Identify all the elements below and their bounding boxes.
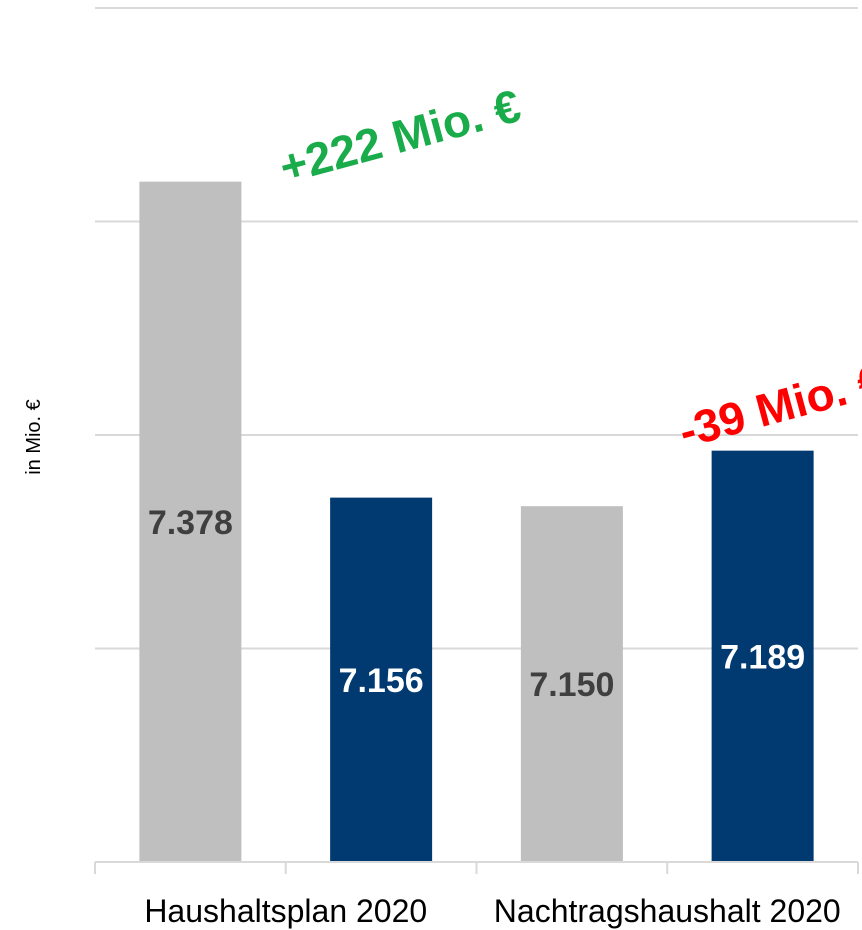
bar <box>711 450 814 862</box>
value-label: 7.189 <box>720 638 805 676</box>
bars <box>139 181 814 862</box>
category-label: Nachtragshaushalt 2020 <box>494 893 841 929</box>
bar <box>520 506 623 862</box>
x-axis: Haushaltsplan 2020 Nachtragshaushalt 2020 <box>94 861 859 929</box>
value-label: 7.150 <box>529 666 614 704</box>
category-label: Haushaltsplan 2020 <box>144 893 427 929</box>
y-axis-label: in Mio. € <box>23 399 45 475</box>
value-label: 7.378 <box>148 504 233 542</box>
bar <box>330 497 433 862</box>
value-labels: 7.378 7.156 7.150 7.189 <box>148 504 805 704</box>
difference-annotations: +222 Mio. € -39 Mio. € <box>274 79 862 457</box>
difference-annotation: -39 Mio. € <box>673 353 862 457</box>
bar <box>139 181 242 862</box>
difference-annotation: +222 Mio. € <box>274 79 526 193</box>
value-label: 7.156 <box>339 662 424 700</box>
